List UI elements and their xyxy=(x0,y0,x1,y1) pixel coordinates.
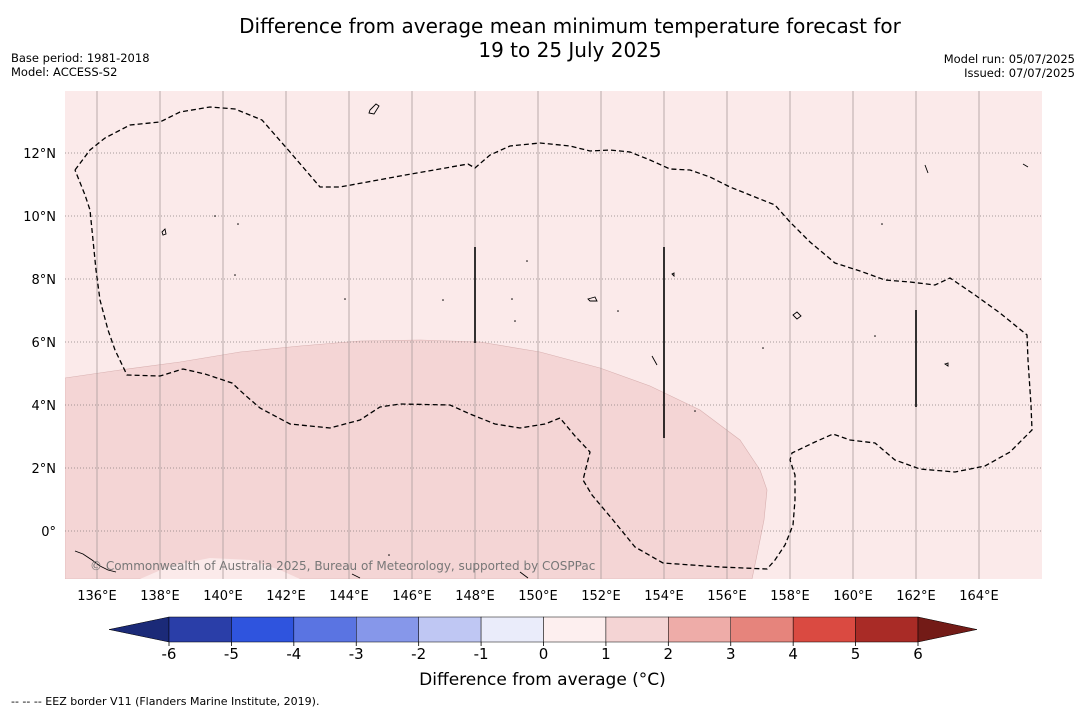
islands xyxy=(74,103,1029,579)
colorbar-bin xyxy=(855,616,919,643)
latitude-label: 2°N xyxy=(32,462,57,477)
longitude-labels: 136°E 138°E 140°E 142°E 144°E 146°E 148°E 150°E… xyxy=(77,589,999,604)
colorbar-bin xyxy=(293,616,357,643)
copyright-notice: © Commonwealth of Australia 2025, Bureau… xyxy=(90,559,595,573)
colorbar: -6 -5 -4 -3 -2 -1 0 1 2 3 4 5 6 xyxy=(108,616,978,663)
longitude-label: 156°E xyxy=(707,589,747,604)
lower-anomaly-patch xyxy=(140,558,300,579)
longitude-label: 158°E xyxy=(770,589,810,604)
colorbar-over-arrow xyxy=(917,616,978,643)
eez-footnote: -- -- -- EEZ border V11 (Flanders Marine… xyxy=(11,695,320,708)
colorbar-bin xyxy=(231,616,295,643)
title-line-2: 19 to 25 July 2025 xyxy=(478,38,662,62)
colorbar-tick-label: -6 xyxy=(162,645,177,663)
colorbar-bin xyxy=(792,616,856,643)
longitude-label: 144°E xyxy=(329,589,369,604)
colorbar-tick-label: 2 xyxy=(664,645,674,663)
colorbar-bin xyxy=(605,616,669,643)
model-name: Model: ACCESS-S2 xyxy=(11,65,118,79)
colorbar-tick-label: -4 xyxy=(286,645,301,663)
colorbar-tick-label: 4 xyxy=(788,645,798,663)
colorbar-tick-label: -1 xyxy=(474,645,489,663)
model-run: Model run: 05/07/2025 xyxy=(943,52,1075,66)
longitude-label: 136°E xyxy=(77,589,117,604)
latitude-label: 8°N xyxy=(32,273,57,288)
latitude-label: 6°N xyxy=(32,336,57,351)
colorbar-bin xyxy=(168,616,232,643)
map-title: Difference from average mean minimum tem… xyxy=(0,14,1085,62)
colorbar-tick-label: -2 xyxy=(411,645,426,663)
colorbar-tick-label: 6 xyxy=(913,645,923,663)
colorbar-bin xyxy=(668,616,731,643)
eez-border-north xyxy=(74,106,1033,570)
longitude-label: 138°E xyxy=(140,589,180,604)
colorbar-under-arrow xyxy=(108,616,170,643)
anomaly-region-1-2c xyxy=(65,339,768,579)
colorbar-tick-label: 0 xyxy=(539,645,549,663)
latitude-label: 12°N xyxy=(23,147,56,162)
colorbar-tick-label: -3 xyxy=(349,645,364,663)
longitude-label: 152°E xyxy=(581,589,621,604)
base-period: Base period: 1981-2018 xyxy=(11,51,150,65)
longitude-label: 140°E xyxy=(203,589,243,604)
longitude-label: 154°E xyxy=(644,589,684,604)
meta-left: Base period: 1981-2018 Model: ACCESS-S2 xyxy=(11,51,150,79)
longitude-label: 150°E xyxy=(518,589,558,604)
colorbar-tick-label: -5 xyxy=(224,645,239,663)
colorbar-bin xyxy=(480,616,544,643)
longitude-label: 162°E xyxy=(896,589,936,604)
colorbar-tick-label: 3 xyxy=(726,645,736,663)
latitude-label: 4°N xyxy=(32,399,57,414)
latitude-labels: 12°N 10°N 8°N 6°N 4°N 2°N 0° xyxy=(23,147,56,540)
colorbar-label: Difference from average (°C) xyxy=(419,670,666,690)
tiny-islets xyxy=(214,215,883,556)
colorbar-bin xyxy=(418,616,482,643)
longitude-label: 142°E xyxy=(266,589,306,604)
longitude-label: 164°E xyxy=(959,589,999,604)
colorbar-tick-label: 5 xyxy=(851,645,861,663)
longitude-label: 146°E xyxy=(392,589,432,604)
meta-right: Model run: 05/07/2025 Issued: 07/07/2025 xyxy=(944,52,1075,80)
longitude-label: 148°E xyxy=(455,589,495,604)
title-line-1: Difference from average mean minimum tem… xyxy=(239,14,901,38)
colorbar-bin xyxy=(730,616,794,643)
colorbar-bin xyxy=(543,616,607,643)
longitude-label: 160°E xyxy=(833,589,873,604)
colorbar-tick-label: 1 xyxy=(601,645,611,663)
issued-date: Issued: 07/07/2025 xyxy=(964,66,1075,80)
latitude-label: 10°N xyxy=(23,210,56,225)
colorbar-bin xyxy=(356,616,419,643)
latitude-label: 0° xyxy=(41,525,56,540)
